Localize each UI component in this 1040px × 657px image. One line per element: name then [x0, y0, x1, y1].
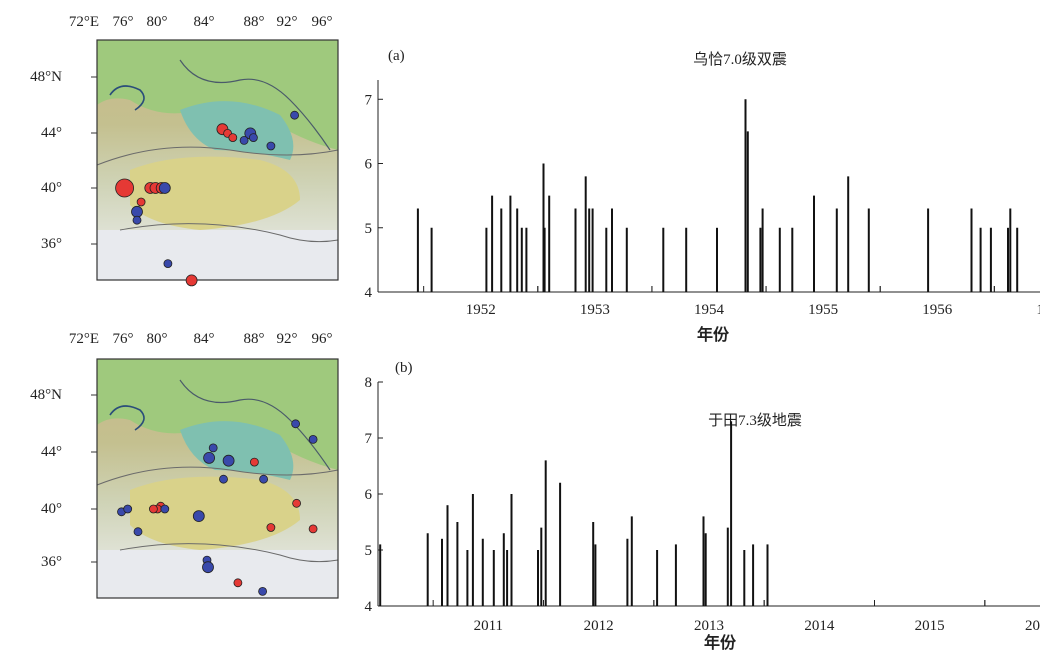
map-b-blue-event [309, 435, 317, 443]
chart-b-y-tick-label: 4 [365, 599, 373, 615]
map-a-red-event [116, 179, 134, 197]
map-a-red-event [137, 198, 145, 206]
map-b-blue-event [223, 455, 234, 466]
map-a-lat-label: 36° [41, 236, 62, 252]
map-b-lat-labels: 48°N 44° 40° 36° [30, 387, 62, 570]
map-b-red-event [149, 505, 157, 513]
map-b-blue-event [220, 475, 228, 483]
map-a-blue-event [249, 134, 257, 142]
chart-a-y-tick-label: 7 [365, 92, 373, 108]
map-a-lon-label: 88° [244, 14, 265, 30]
chart-b-bars [380, 421, 767, 606]
map-a-blue-event [267, 142, 275, 150]
map-a-lon-label: 96° [312, 14, 333, 30]
map-b-blue-event [209, 444, 217, 452]
chart-a-xlabel: 年份 [697, 325, 730, 344]
map-a-blue-event [133, 216, 141, 224]
map-b-red-event [234, 579, 242, 587]
map-b-lat-label: 36° [41, 554, 62, 570]
chart-a-x-tick-label: 1956 [922, 302, 953, 318]
map-a-lat-label: 40° [41, 180, 62, 196]
map-a-red-event [186, 275, 197, 286]
chart-a-x-tick-label: 1954 [694, 302, 725, 318]
map-b-lon-label: 72°E [69, 331, 99, 347]
map-a-blue-event [291, 111, 299, 119]
map-a: 72°E 76° 80° 84° 88° 92° 96° 48°N 44° 40… [30, 14, 338, 286]
chart-b-x-tick-label: 2014 [804, 618, 835, 634]
map-a-lon-label: 92° [277, 14, 298, 30]
map-b-lon-label: 84° [194, 331, 215, 347]
map-b-blue-event [259, 587, 267, 595]
chart-b-x-tick-label: 2013 [694, 618, 724, 634]
map-b-red-event [267, 524, 275, 532]
map-b-lon-label: 76° [113, 331, 134, 347]
map-a-blue-event [159, 183, 170, 194]
map-b-lat-ticks [91, 395, 97, 562]
map-b-blue-event [292, 420, 300, 428]
chart-b-axes: 4 5 6 7 8 2011 2012 2013 2014 2015 2016 [365, 375, 1040, 634]
chart-b-xlabel: 年份 [704, 633, 737, 652]
chart-b-x-tick-label: 2011 [474, 618, 503, 634]
map-a-blue-event [132, 206, 143, 217]
map-b-blue-event [124, 505, 132, 513]
map-a-lat-label: 44° [41, 125, 62, 141]
map-b-red-event [293, 499, 301, 507]
chart-b-y-tick-label: 6 [365, 487, 373, 503]
chart-a-x-tick-label: 1957 [1036, 302, 1040, 318]
map-b-lon-labels: 72°E 76° 80° 84° 88° 92° 96° [69, 331, 333, 347]
chart-a: (a) 乌恰7.0级双震 4 5 6 7 1952 1953 1954 1955 1956 195… [365, 48, 1040, 344]
chart-a-y-tick-label: 6 [365, 157, 373, 173]
map-b-blue-event [260, 475, 268, 483]
chart-b-y-tick-label: 5 [365, 543, 373, 559]
chart-b-y-tick-label: 7 [365, 431, 373, 447]
chart-b: (b) 于田7.3级地震 4 5 6 7 8 2011 2012 2013 2014 2015 20… [365, 360, 1040, 652]
map-b-lon-label: 92° [277, 331, 298, 347]
chart-b-y-tick-label: 8 [365, 375, 373, 391]
chart-a-title: 乌恰7.0级双震 [693, 51, 787, 68]
chart-b-title: 于田7.3级地震 [708, 412, 802, 429]
map-a-lon-label: 76° [113, 14, 134, 30]
map-a-blue-event [164, 260, 172, 268]
map-a-basemap [97, 40, 338, 280]
map-b-lat-label: 40° [41, 501, 62, 517]
map-b-blue-event [134, 528, 142, 536]
map-a-lat-ticks [91, 77, 97, 244]
map-a-lon-labels: 72°E 76° 80° 84° 88° 92° 96° [69, 14, 333, 30]
map-a-blue-event [240, 136, 248, 144]
map-b-lat-label: 44° [41, 444, 62, 460]
map-a-lat-label: 48°N [30, 69, 62, 85]
map-a-lon-label: 84° [194, 14, 215, 30]
chart-a-x-tick-label: 1955 [808, 302, 838, 318]
map-b-lon-label: 96° [312, 331, 333, 347]
map-a-lat-labels: 48°N 44° 40° 36° [30, 69, 62, 252]
map-a-lon-label: 80° [147, 14, 168, 30]
chart-a-panel-letter: (a) [388, 48, 405, 64]
map-b-blue-event [204, 452, 215, 463]
chart-b-x-tick-label: 2012 [584, 618, 614, 634]
map-b-blue-event [193, 511, 204, 522]
map-b-lon-label: 80° [147, 331, 168, 347]
map-b-red-event [250, 458, 258, 466]
chart-a-axes: 4 5 6 7 1952 1953 1954 1955 1956 1957 [365, 80, 1040, 318]
map-b: 72°E 76° 80° 84° 88° 92° 96° 48°N 44° 40… [30, 331, 338, 598]
map-b-blue-event [203, 562, 214, 573]
chart-b-x-tick-label: 2015 [915, 618, 945, 634]
chart-a-x-tick-label: 1953 [580, 302, 610, 318]
chart-b-panel-letter: (b) [395, 360, 413, 376]
chart-a-bars [418, 99, 1017, 292]
chart-a-y-tick-label: 4 [365, 285, 373, 301]
map-a-red-event [229, 134, 237, 142]
map-b-blue-event [161, 505, 169, 513]
chart-a-x-tick-label: 1952 [466, 302, 496, 318]
chart-b-x-tick-label: 2016 [1025, 618, 1040, 634]
map-a-lon-label: 72°E [69, 14, 99, 30]
map-b-lat-label: 48°N [30, 387, 62, 403]
chart-a-y-tick-label: 5 [365, 221, 373, 237]
map-b-basemap [97, 359, 338, 598]
map-b-red-event [309, 525, 317, 533]
map-b-lon-label: 88° [244, 331, 265, 347]
